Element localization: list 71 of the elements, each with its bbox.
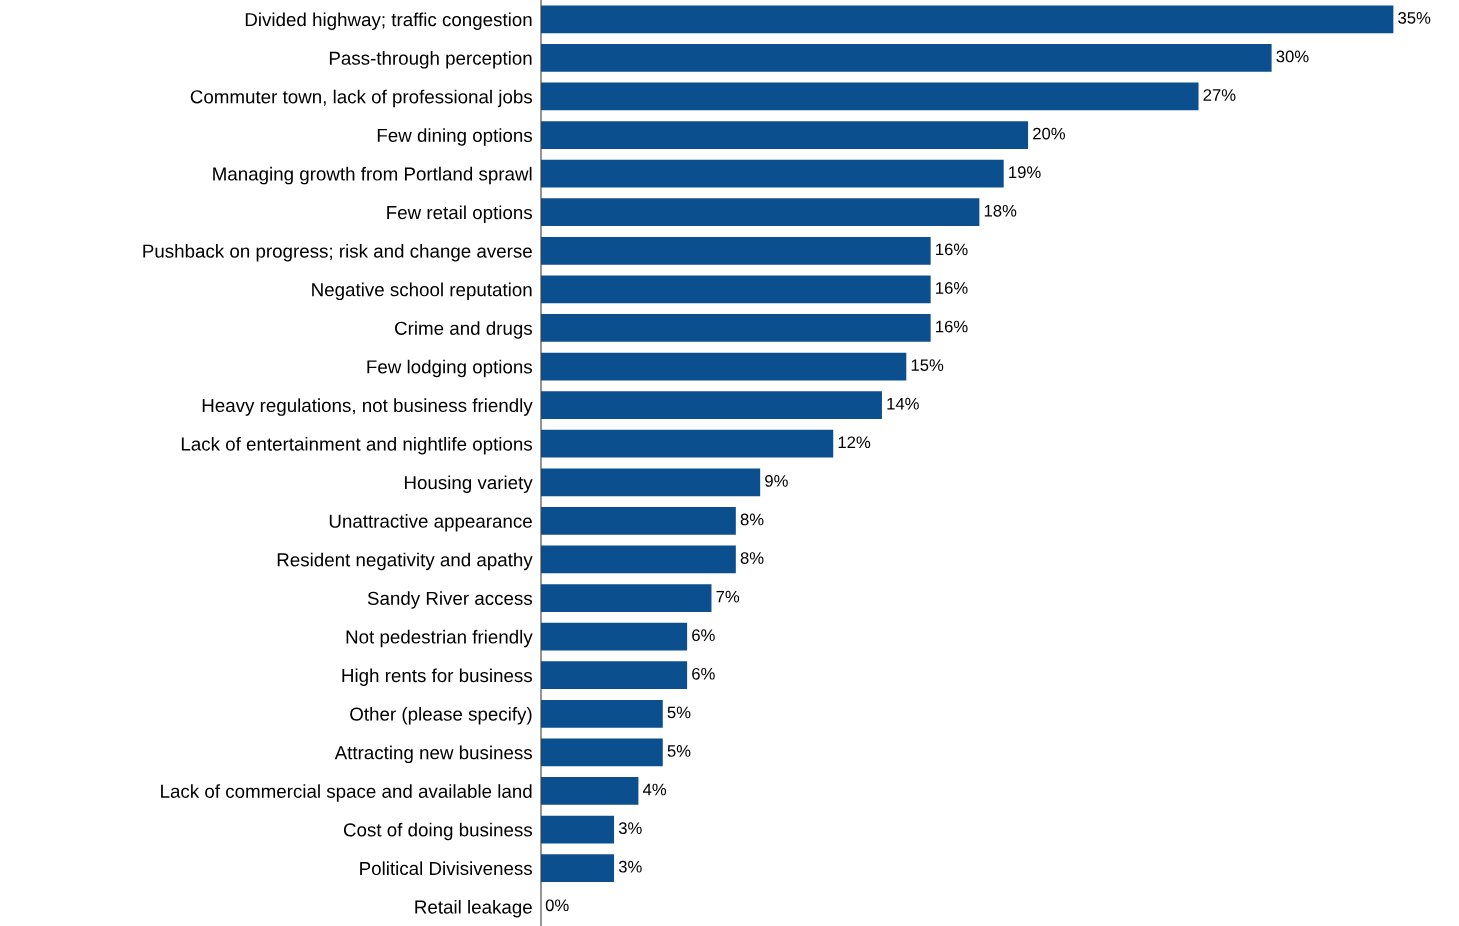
- y-tick-label: Cost of doing business: [343, 822, 532, 841]
- y-tick-label: Managing growth from Portland sprawl: [213, 166, 532, 185]
- bar: [541, 391, 882, 420]
- y-tick-label: Few lodging options: [367, 359, 532, 378]
- bar: [541, 661, 688, 690]
- data-label: 16%: [936, 243, 968, 256]
- data-label: 6%: [692, 629, 715, 642]
- data-label: 16%: [936, 320, 968, 333]
- y-tick-label: Retail leakage: [415, 899, 532, 918]
- data-label: 15%: [911, 359, 944, 372]
- y-tick-label: Heavy regulations, not business friendly: [202, 398, 533, 416]
- y-tick-label: Attracting new business: [334, 745, 532, 764]
- y-tick-label: Housing variety: [404, 475, 533, 493]
- data-label: 5%: [667, 706, 691, 719]
- y-tick-label: High rents for business: [342, 668, 532, 686]
- bar: [541, 699, 663, 728]
- bar: [541, 622, 688, 651]
- y-tick-label: Political Divisiveness: [360, 861, 532, 876]
- data-label: 27%: [1203, 89, 1236, 101]
- data-label: 20%: [1033, 127, 1065, 140]
- data-label: 4%: [642, 783, 667, 796]
- data-label: 30%: [1276, 50, 1309, 63]
- y-tick-label: Resident negativity and apathy: [277, 552, 533, 571]
- y-tick-label: Lack of commercial space and available land: [161, 784, 532, 802]
- bar: [541, 82, 1199, 111]
- data-label: 8%: [740, 513, 764, 526]
- data-label: 9%: [765, 474, 788, 487]
- y-tick-label: Not pedestrian friendly: [346, 629, 533, 648]
- y-tick-label: Commuter town, lack of professional jobs: [190, 89, 533, 108]
- bar: [541, 236, 931, 265]
- data-label: 5%: [667, 745, 691, 757]
- data-label: 19%: [1009, 166, 1041, 179]
- bar: [541, 738, 663, 767]
- y-tick-label: Pass-through perception: [329, 51, 532, 69]
- bar: [541, 275, 931, 304]
- bar: [541, 854, 615, 883]
- y-tick-label: Lack of entertainment and nightlife options: [181, 436, 533, 455]
- bar: [541, 121, 1029, 149]
- y-tick-label: Other (please specify): [350, 707, 532, 725]
- y-tick-label: Crime and drugs: [395, 321, 532, 339]
- y-tick-label: Pushback on progress; risk and change averse: [143, 244, 532, 262]
- data-label: 3%: [618, 822, 642, 835]
- y-tick-label: Divided highway; traffic congestion: [245, 12, 532, 30]
- bar: [541, 43, 1272, 72]
- data-label: 16%: [936, 282, 968, 294]
- bar: [541, 545, 736, 574]
- y-tick-label: Few dining options: [377, 128, 532, 146]
- bar: [541, 584, 712, 612]
- data-label: 7%: [716, 590, 740, 603]
- data-label: 0%: [545, 899, 569, 912]
- data-label: 3%: [618, 860, 642, 873]
- data-label: 6%: [692, 667, 715, 680]
- data-label: 8%: [740, 552, 764, 564]
- y-tick-label: Unattractive appearance: [329, 514, 532, 532]
- data-label: 12%: [838, 436, 871, 449]
- data-label: 18%: [984, 204, 1017, 217]
- bar: [541, 314, 931, 342]
- bar: [541, 777, 639, 805]
- y-tick-label: Sandy River access: [367, 591, 532, 609]
- bar: [541, 506, 736, 535]
- y-tick-label: Few retail options: [387, 205, 532, 223]
- bar: [541, 159, 1004, 188]
- bar: [541, 198, 980, 227]
- bar: [541, 468, 761, 497]
- bar: [541, 429, 834, 458]
- bar: [541, 352, 907, 381]
- bar: [541, 5, 1394, 34]
- y-tick-label: Negative school reputation: [312, 282, 532, 301]
- data-label: 14%: [887, 397, 919, 410]
- data-label: 35%: [1398, 11, 1431, 24]
- bar: [541, 815, 615, 844]
